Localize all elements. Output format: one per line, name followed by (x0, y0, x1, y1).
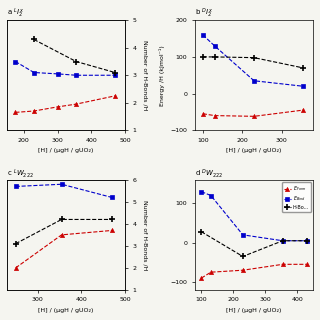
$E_{Form}$ (241, 268, 245, 272)
Y-axis label: Number of H-Bonds /H: Number of H-Bonds /H (143, 40, 148, 110)
Y-axis label: Number of H-Bonds /H: Number of H-Bonds /H (143, 200, 148, 270)
$E_{Bind}$ (305, 239, 308, 243)
$E_{Form}$ (199, 276, 203, 280)
$E_{Bind}$ (209, 194, 213, 197)
$E_{Form}$ (305, 262, 308, 266)
H-Bo... (199, 230, 203, 234)
X-axis label: [H] / (μgH / gUO₂): [H] / (μgH / gUO₂) (38, 308, 94, 313)
Line: H-Bo...: H-Bo... (198, 228, 310, 260)
Line: $E_{Bind}$: $E_{Bind}$ (199, 189, 309, 243)
X-axis label: [H] / (μgH / gUO₂): [H] / (μgH / gUO₂) (38, 148, 94, 154)
X-axis label: [H] / (μgH / gUO₂): [H] / (μgH / gUO₂) (226, 308, 282, 313)
Text: b $^{D}I_2^x$: b $^{D}I_2^x$ (195, 7, 213, 20)
H-Bo... (241, 254, 245, 258)
H-Bo... (281, 239, 285, 243)
Legend: $E_{Form}$, $E_{Bind}$, H-Bo...: $E_{Form}$, $E_{Bind}$, H-Bo... (282, 182, 311, 212)
Text: a $^{L}I_2^x$: a $^{L}I_2^x$ (7, 7, 24, 20)
Y-axis label: Energy /H (kJmol⁻¹): Energy /H (kJmol⁻¹) (159, 45, 165, 106)
$E_{Bind}$ (199, 190, 203, 194)
X-axis label: [H] / (μgH / gUO₂): [H] / (μgH / gUO₂) (226, 148, 282, 154)
H-Bo... (305, 239, 308, 243)
$E_{Form}$ (209, 270, 213, 274)
$E_{Form}$ (281, 262, 285, 266)
Text: d $^{D}W_{222}$: d $^{D}W_{222}$ (195, 167, 223, 180)
Line: $E_{Form}$: $E_{Form}$ (199, 262, 309, 280)
Text: c $^{L}W_{222}$: c $^{L}W_{222}$ (7, 167, 34, 180)
$E_{Bind}$ (281, 239, 285, 243)
$E_{Bind}$ (241, 233, 245, 237)
